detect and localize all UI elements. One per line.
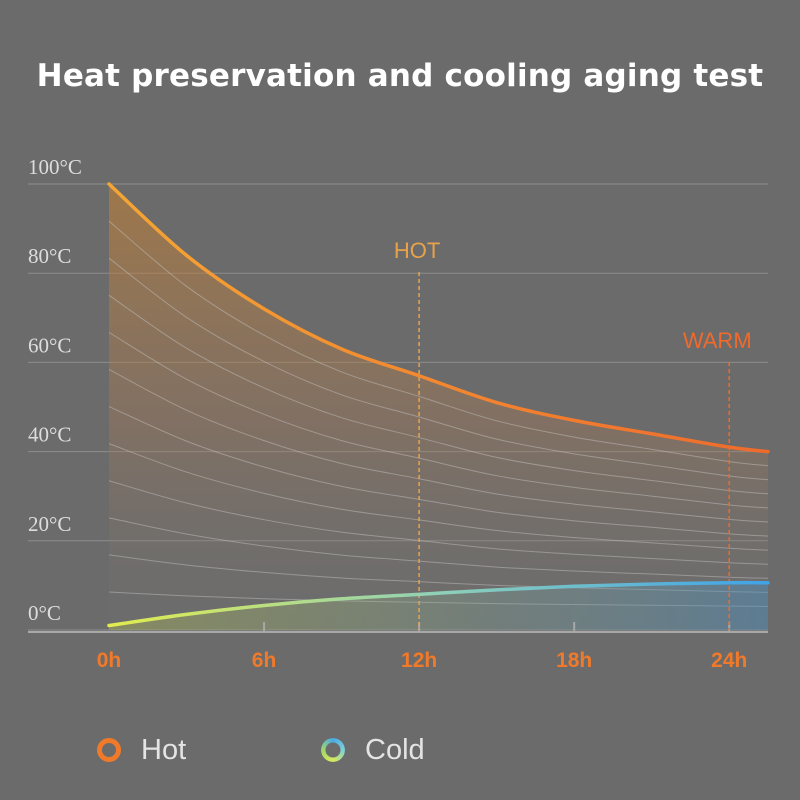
x-tick-label: 6h	[252, 649, 277, 672]
series-line-hot	[107, 182, 770, 454]
x-tick-label: 18h	[556, 649, 592, 672]
annotation-label-warm: WARM	[683, 328, 752, 353]
decoration-curve	[108, 406, 769, 537]
y-tick-label: 20°C	[28, 512, 71, 536]
hot-area-fill	[109, 184, 768, 630]
decoration-curve	[108, 443, 769, 551]
decoration-curve	[108, 369, 769, 523]
x-tick-label: 0h	[97, 649, 122, 672]
y-tick-label: 100°C	[28, 155, 82, 179]
legend-cold-label: Cold	[365, 733, 425, 766]
decoration-curve	[108, 257, 769, 481]
y-tick-label: 60°C	[28, 333, 71, 357]
x-tick-label: 12h	[401, 649, 437, 672]
series-line-cold	[107, 580, 770, 628]
chart: HOT WARM 0°C 20°C 40°C 60°C 80°C 100°C 0h 6h 12h 18…	[28, 155, 770, 672]
legend-hot: Hot	[97, 728, 186, 772]
cooling-curves-decoration	[108, 220, 769, 607]
decoration-curve	[108, 294, 769, 495]
decoration-curve	[108, 331, 769, 509]
annotation-label-hot: HOT	[394, 238, 440, 263]
legend-cold: Cold	[321, 728, 425, 772]
x-tick-label: 24h	[711, 649, 747, 672]
decoration-curve	[108, 480, 769, 565]
y-tick-label: 40°C	[28, 423, 71, 447]
y-tick-label: 0°C	[28, 601, 61, 625]
y-tick-label: 80°C	[28, 244, 71, 268]
decoration-curve	[108, 220, 769, 467]
legend-cold-icon	[321, 738, 345, 762]
cold-area-fill	[109, 582, 768, 630]
legend-hot-icon	[97, 738, 121, 762]
chart-title: Heat preservation and cooling aging test	[36, 58, 764, 94]
decoration-curve	[108, 517, 769, 579]
legend-hot-label: Hot	[141, 733, 187, 766]
